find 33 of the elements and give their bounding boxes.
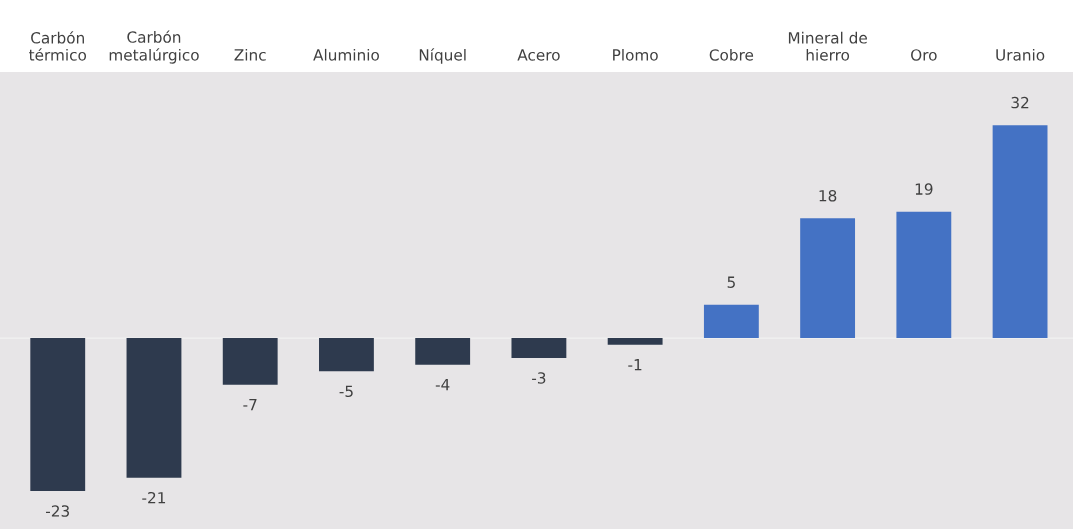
bar — [30, 338, 86, 492]
data-label: -4 — [435, 379, 450, 391]
data-label: 5 — [727, 276, 735, 288]
data-label: -3 — [532, 372, 546, 384]
bar — [415, 338, 471, 365]
data-label: 32 — [1011, 96, 1029, 109]
data-label: -21 — [142, 491, 166, 504]
x-tick-label: Zinc — [234, 48, 266, 61]
data-label: 18 — [819, 189, 837, 202]
data-label: -23 — [46, 505, 69, 517]
x-tick-label: Níquel — [419, 48, 466, 64]
data-label: -7 — [243, 399, 257, 411]
bar — [607, 338, 663, 345]
x-tick-label: Cobre — [709, 48, 754, 61]
bar — [511, 338, 567, 359]
bar — [992, 125, 1048, 339]
bar — [703, 304, 759, 339]
x-tick-label: Aluminio — [313, 48, 379, 61]
x-tick-label: Uranio — [996, 48, 1045, 61]
bar — [800, 218, 856, 339]
bar — [319, 338, 374, 372]
x-tick-label: Carbón metalúrgico — [109, 30, 199, 64]
bar — [896, 211, 952, 339]
data-label: -1 — [628, 359, 642, 371]
data-label: 19 — [915, 183, 933, 195]
x-tick-label: Plomo — [613, 48, 658, 61]
data-label: -5 — [339, 385, 353, 398]
x-tick-label: Oro — [911, 49, 937, 61]
x-tick-label: Mineral de hierro — [788, 31, 867, 61]
x-tick-label: Acero — [517, 49, 560, 61]
x-tick-label: Carbón térmico — [29, 31, 87, 61]
bar — [222, 338, 278, 385]
bar — [126, 338, 182, 478]
